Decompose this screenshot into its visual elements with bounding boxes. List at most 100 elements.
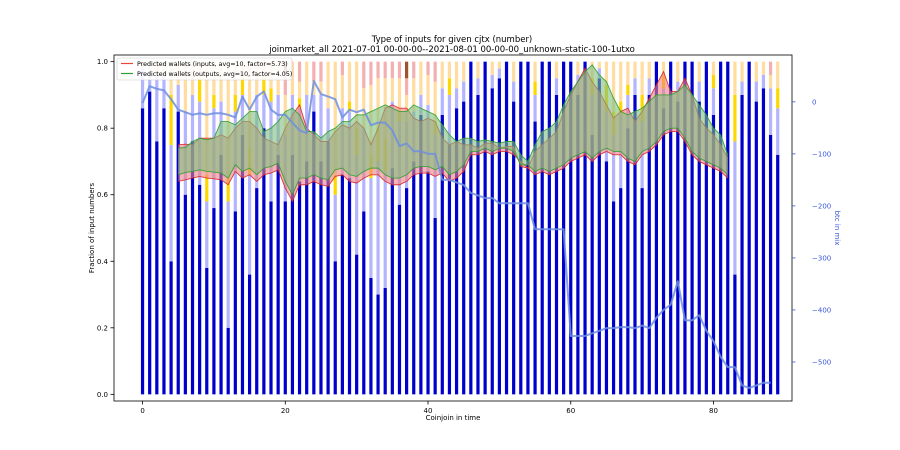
bar-89-yellow	[776, 88, 780, 109]
y2-axis-label: btc in mix	[833, 211, 841, 246]
bar-20-pink	[283, 74, 287, 95]
x-tick-label-3: 60	[566, 407, 575, 415]
bar-29-yellow	[347, 101, 352, 112]
bar-80-fresh	[711, 114, 716, 395]
bar-10-yellow	[212, 94, 216, 109]
bar-33-remixed	[376, 161, 380, 295]
bar-0-fresh	[140, 108, 145, 395]
y-tick-label-1: 0.2	[97, 324, 108, 332]
bar-39-orange_light	[419, 61, 423, 95]
bar-36-orange_light	[397, 78, 402, 112]
bar-43-fresh	[447, 144, 452, 395]
bar-26-orange_light	[326, 61, 330, 109]
bar-38-fresh	[412, 161, 416, 395]
bar-45-fresh	[462, 101, 466, 395]
bar-55-remixed	[533, 94, 537, 122]
bar-9-orange_light	[205, 61, 209, 175]
bar-61-fresh	[576, 94, 580, 395]
legend-label-inputs: Predicted wallets (inputs, avg=10, facto…	[137, 61, 288, 68]
bar-39-fresh	[419, 114, 423, 395]
bar-75-orange_light	[676, 61, 680, 82]
bar-42-orange_light	[440, 61, 444, 89]
bar-41-pink	[433, 61, 437, 82]
bar-17-remixed	[262, 94, 266, 129]
bar-31-fresh	[362, 211, 366, 395]
bar-64-fresh	[597, 78, 601, 395]
bar-24-pink	[312, 61, 316, 82]
bar-76-fresh	[683, 61, 687, 395]
bar-51-fresh	[504, 61, 509, 395]
bar-0-remixed	[140, 68, 145, 109]
bar-69-remixed	[633, 78, 637, 95]
bar-57-fresh	[547, 61, 551, 395]
bar-10-fresh	[212, 208, 216, 395]
bar-34-pink	[383, 61, 387, 79]
bar-52-remixed	[512, 81, 516, 102]
bar-43-remixed	[447, 94, 452, 145]
y2-tick-label-0: 0	[812, 98, 816, 106]
bar-84-fresh	[740, 94, 744, 395]
bar-44-remixed	[454, 88, 459, 109]
bar-69-orange_light	[633, 61, 637, 79]
bar-12-fresh	[226, 327, 230, 395]
bar-26-fresh	[326, 141, 330, 395]
bar-17-yellow	[262, 78, 266, 95]
bar-24-fresh	[312, 111, 316, 395]
bar-81-fresh	[719, 61, 723, 395]
bar-37-brown	[405, 61, 409, 79]
bar-9-fresh	[205, 267, 209, 395]
bar-5-fresh	[176, 111, 180, 395]
bar-28-orange_light	[340, 74, 344, 109]
y2-tick-label-1: −100	[812, 150, 831, 158]
bar-22-pink	[297, 61, 302, 82]
bar-38-pink	[412, 61, 416, 79]
x-tick-label-4: 80	[709, 407, 718, 415]
bar-14-yellow	[240, 78, 245, 95]
bar-88-pink	[768, 61, 773, 75]
y2-tick-label-3: −300	[812, 254, 831, 262]
bar-37-fresh	[405, 188, 409, 395]
bar-44-fresh	[454, 108, 459, 395]
bar-69-fresh	[633, 94, 637, 395]
y2-tick-label-5: −500	[812, 358, 831, 366]
bar-1-fresh	[148, 91, 152, 395]
bar-33-fresh	[376, 294, 380, 395]
bar-85-fresh	[747, 61, 751, 395]
bar-27-yellow	[333, 174, 337, 195]
bar-89-remixed	[776, 108, 780, 155]
bar-18-fresh	[269, 201, 273, 395]
bar-71-remixed	[647, 78, 651, 95]
bar-29-fresh	[347, 178, 352, 395]
y-tick-label-4: 0.8	[97, 125, 108, 133]
bar-4-fresh	[169, 261, 173, 395]
bar-8-fresh	[198, 184, 202, 395]
bar-52-orange_light	[512, 61, 516, 82]
bar-41-orange_light	[433, 81, 437, 122]
bar-58-orange_light	[554, 61, 559, 79]
outputs-band-fill	[178, 64, 728, 195]
bar-49-remixed	[490, 74, 494, 89]
bar-52-fresh	[512, 101, 516, 395]
bar-27-fresh	[333, 261, 337, 395]
bar-46-fresh	[469, 61, 473, 395]
bar-8-yellow	[198, 78, 202, 102]
y-tick-label-5: 1.0	[97, 58, 108, 66]
bar-55-orange_light	[533, 61, 537, 82]
bar-87-remixed	[761, 74, 766, 89]
bar-54-fresh	[526, 61, 530, 395]
x-axis: 0 20 40 60 80	[140, 401, 718, 415]
bar-53-fresh	[519, 61, 523, 395]
bar-36-fresh	[397, 204, 402, 395]
x-tick-label-2: 40	[424, 407, 433, 415]
bar-29-orange_light	[347, 61, 352, 102]
bar-2-fresh	[155, 141, 159, 395]
bar-24-remixed	[312, 94, 316, 112]
bar-50-fresh	[497, 78, 501, 395]
bar-88-orange_light	[768, 74, 773, 89]
bar-19-fresh	[276, 154, 280, 395]
y2-tick-label-2: −200	[812, 202, 831, 210]
bar-43-yellow	[447, 78, 452, 95]
bar-40-pink	[426, 61, 430, 75]
bar-15-orange_light	[247, 61, 252, 149]
bar-9-remixed	[205, 201, 209, 268]
